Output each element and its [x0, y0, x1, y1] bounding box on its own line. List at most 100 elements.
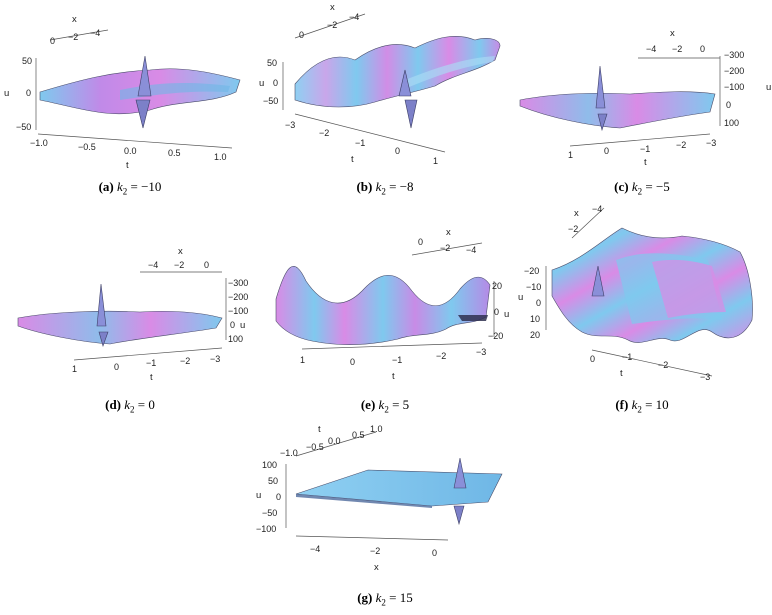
t-tick: −2 — [676, 140, 686, 150]
t-tick: 0 — [395, 146, 400, 156]
caption-k: k — [124, 397, 131, 412]
x-tick: −2 — [68, 32, 78, 42]
t-tick: −1 — [355, 138, 365, 148]
t-tick: 0 — [604, 146, 609, 156]
caption-sub: 2 — [637, 186, 643, 197]
caption-tag: (c) — [614, 179, 629, 194]
t-tick: −3 — [700, 372, 710, 382]
caption-sub: 2 — [381, 597, 386, 608]
caption-a: (a) k2 = −10 — [70, 179, 190, 197]
t-tick: 1.0 — [370, 424, 383, 434]
t-axis-title: t — [620, 368, 623, 379]
caption-f: (f) k2 = 10 — [582, 397, 702, 415]
x-axis-title: x — [330, 2, 335, 13]
u-tick: −200 — [228, 292, 248, 302]
x-tick: −2 — [440, 243, 450, 253]
x-tick: −2 — [370, 546, 380, 556]
caption-k: k — [375, 590, 382, 605]
x-tick: 0 — [204, 260, 209, 270]
u-tick: 100 — [228, 334, 243, 344]
t-tick: −3 — [210, 354, 220, 364]
u-tick: 0 — [536, 298, 541, 308]
u-axis-title: u — [4, 88, 9, 99]
wave-ridge — [652, 259, 726, 318]
u-tick: −50 — [263, 96, 278, 106]
t-tick: −0.5 — [306, 442, 324, 452]
surface-band — [405, 56, 495, 88]
u-tick: 100 — [262, 460, 277, 470]
x-tick: 0 — [418, 237, 423, 247]
caption-b: (b) k2 = −8 — [325, 179, 445, 197]
u-tick: −20 — [524, 266, 539, 276]
caption-k: k — [375, 179, 382, 194]
x-axis-title: x — [178, 246, 183, 257]
u-axis-title: u — [518, 292, 523, 303]
x-tick: −4 — [592, 204, 602, 214]
caption-k: k — [631, 179, 638, 194]
panel-e: x 0 −2 −4 20 0 u −20 1 0 −1 −2 −3 t — [262, 225, 510, 390]
u-tick: 50 — [22, 56, 32, 66]
caption-c: (c) k2 = −5 — [582, 179, 702, 197]
caption-tag: (g) — [357, 590, 373, 605]
u-tick: −200 — [724, 66, 744, 76]
soliton-trough — [135, 99, 151, 129]
soliton-trough — [453, 505, 465, 526]
caption-tag: (a) — [98, 179, 114, 194]
x-tick: −4 — [148, 260, 158, 270]
soliton-surface — [294, 35, 501, 108]
t-tick: −0.5 — [78, 142, 96, 152]
soliton-spike — [453, 457, 467, 489]
x-axis-title: x — [72, 14, 77, 25]
x-axis-title: x — [446, 227, 451, 238]
x-tick: −4 — [466, 245, 476, 255]
caption-eq: = −10 — [130, 179, 162, 194]
caption-k: k — [631, 397, 638, 412]
soliton-trough — [98, 331, 109, 347]
panel-g-plot: t −1.0 −0.5 0.0 0.5 1.0 u 100 50 0 −50 −… — [256, 424, 503, 573]
x-tick: −4 — [646, 44, 656, 54]
t-tick: 0.5 — [352, 430, 365, 440]
x-tick: 0 — [299, 30, 304, 40]
caption-k: k — [378, 397, 385, 412]
panel-b: x 0 −2 −4 u 50 0 −50 −3 −2 −1 0 1 t — [255, 0, 505, 175]
caption-tag: (e) — [360, 397, 376, 412]
t-tick: −2 — [658, 360, 668, 370]
u-tick: 50 — [268, 476, 278, 486]
caption-sub: 2 — [130, 404, 135, 415]
soliton-surface — [275, 266, 491, 345]
panel-g: t −1.0 −0.5 0.0 0.5 1.0 u 100 50 0 −50 −… — [248, 420, 518, 582]
soliton-surface — [17, 310, 223, 345]
u-axis-title: u — [259, 78, 264, 89]
u-tick: 0 — [26, 88, 31, 98]
u-tick: 20 — [492, 281, 502, 291]
t-tick: −3 — [706, 138, 716, 148]
u-tick: −100 — [228, 306, 248, 316]
u-tick: −100 — [724, 82, 744, 92]
u-tick: 20 — [530, 330, 540, 340]
panel-c-plot: x −4 −2 0 −300 −200 −100 u 0 100 1 0 −1 … — [519, 28, 771, 168]
t-tick: −1 — [622, 352, 632, 362]
t-tick: 0 — [590, 354, 595, 364]
t-tick: 0.0 — [124, 146, 137, 156]
u-tick: −20 — [488, 331, 503, 341]
t-tick: −2 — [319, 128, 329, 138]
surface-shadow — [458, 315, 488, 321]
t-axis-title: t — [351, 154, 354, 165]
panel-e-plot: x 0 −2 −4 20 0 u −20 1 0 −1 −2 −3 t — [275, 227, 509, 382]
soliton-spike — [96, 283, 107, 327]
x-tick: −2 — [672, 44, 682, 54]
t-axis-title: t — [644, 157, 647, 168]
u-tick: 100 — [724, 118, 739, 128]
t-tick: 0 — [114, 362, 119, 372]
u-tick: 0 — [230, 320, 235, 330]
caption-eq: = 10 — [645, 397, 669, 412]
caption-sub: 2 — [637, 404, 642, 415]
u-tick: 0 — [276, 492, 281, 502]
x-tick: −2 — [568, 224, 578, 234]
x-tick: 0 — [50, 36, 55, 46]
panel-d-plot: x −4 −2 0 −300 −200 −100 u 0 100 1 0 −1 … — [17, 246, 248, 383]
t-tick: −1 — [146, 358, 156, 368]
caption-sub: 2 — [381, 186, 386, 197]
caption-sub: 2 — [122, 186, 128, 197]
caption-tag: (f) — [615, 397, 629, 412]
